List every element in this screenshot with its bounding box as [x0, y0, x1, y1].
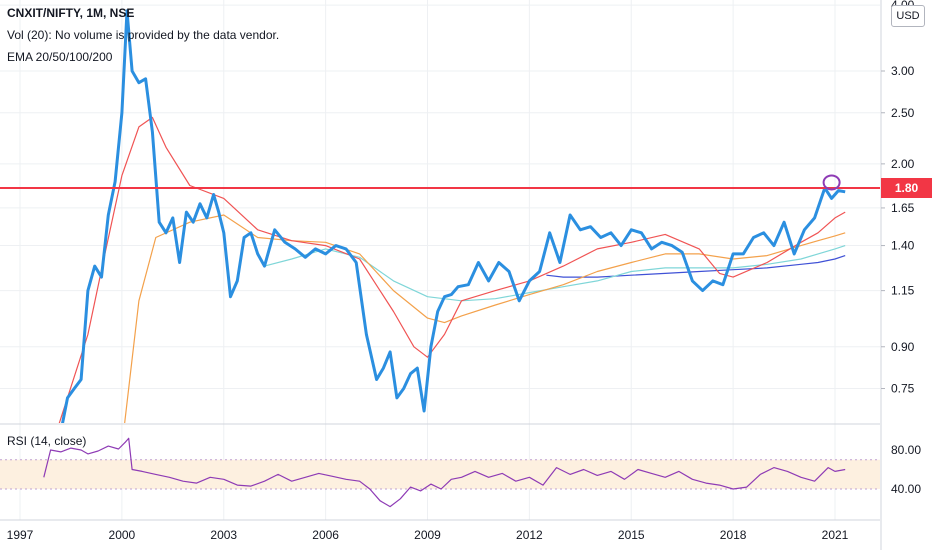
- x-tick-label: 2003: [210, 528, 237, 542]
- rsi-series-group: [0, 437, 880, 508]
- y-tick-label: 0.75: [891, 382, 915, 396]
- x-tick-label: 1997: [7, 528, 34, 542]
- y-tick-label: 2.00: [891, 157, 915, 171]
- rsi-line: [43, 437, 846, 508]
- y-tick-label: 3.00: [891, 64, 915, 78]
- y-tick-label: 0.90: [891, 340, 915, 354]
- ema100-line: [264, 245, 846, 302]
- x-tick-label: 2018: [720, 528, 747, 542]
- y-tick-label: 1.40: [891, 239, 915, 253]
- x-tick-label: 2015: [618, 528, 645, 542]
- y-tick-label: 1.65: [891, 201, 915, 215]
- y-tick-label: 1.15: [891, 284, 915, 298]
- main-series-group: [0, 9, 880, 423]
- rsi-legend[interactable]: RSI (14, close): [7, 434, 87, 448]
- highlight-ellipse[interactable]: [822, 174, 841, 191]
- rsi-y-tick-label: 40.00: [891, 482, 921, 496]
- ema20-line: [58, 116, 846, 423]
- currency-button[interactable]: USD: [891, 5, 925, 27]
- grid-lines: [0, 0, 880, 520]
- ema200-line: [546, 255, 846, 278]
- ema-legend[interactable]: EMA 20/50/100/200: [7, 50, 113, 64]
- x-tick-label: 2021: [822, 528, 849, 542]
- y-tick-label: 2.50: [891, 106, 915, 120]
- price-tag: 1.80: [881, 178, 932, 198]
- volume-legend[interactable]: Vol (20): No volume is provided by the d…: [7, 28, 280, 42]
- rsi-band: [0, 459, 880, 489]
- rsi-y-tick-label: 80.00: [891, 443, 921, 457]
- x-tick-label: 2012: [516, 528, 543, 542]
- x-tick-label: 2006: [312, 528, 339, 542]
- symbol-legend[interactable]: CNXIT/NIFTY, 1M, NSE: [7, 6, 135, 20]
- x-tick-label: 2000: [109, 528, 136, 542]
- ema50-line: [124, 214, 846, 423]
- price-line: [61, 9, 846, 423]
- x-tick-label: 2009: [414, 528, 441, 542]
